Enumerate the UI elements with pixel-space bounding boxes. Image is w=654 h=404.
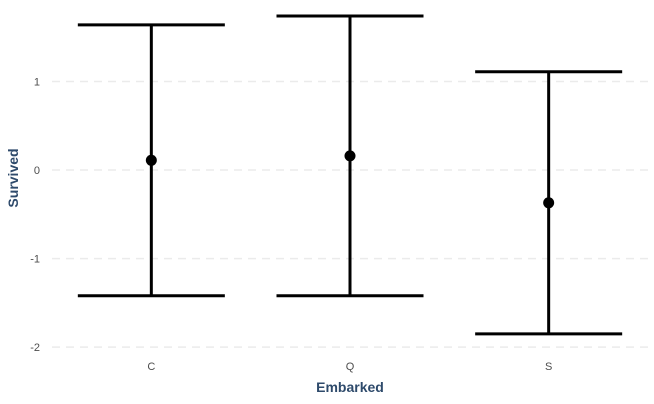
y-tick-label: 1	[34, 76, 40, 88]
x-tick-label-S: S	[545, 361, 552, 373]
point-Q	[344, 150, 356, 162]
x-tick-label-C: C	[147, 361, 155, 373]
y-tick-label: 0	[34, 165, 40, 177]
errorbar-C	[77, 23, 225, 298]
error-bars	[77, 14, 623, 336]
y-tick-label: -2	[30, 342, 40, 354]
point-S	[543, 197, 555, 209]
y-axis-title: Survived	[5, 148, 21, 207]
x-tick-label-Q: Q	[346, 361, 355, 373]
errorbar-Q	[276, 14, 424, 298]
point-C	[145, 154, 157, 166]
x-axis-title: Embarked	[316, 379, 384, 395]
errorbar-S	[475, 70, 623, 336]
y-tick-label: -1	[30, 254, 40, 266]
y-tick-labels: -2 -1 0 1	[30, 76, 40, 354]
